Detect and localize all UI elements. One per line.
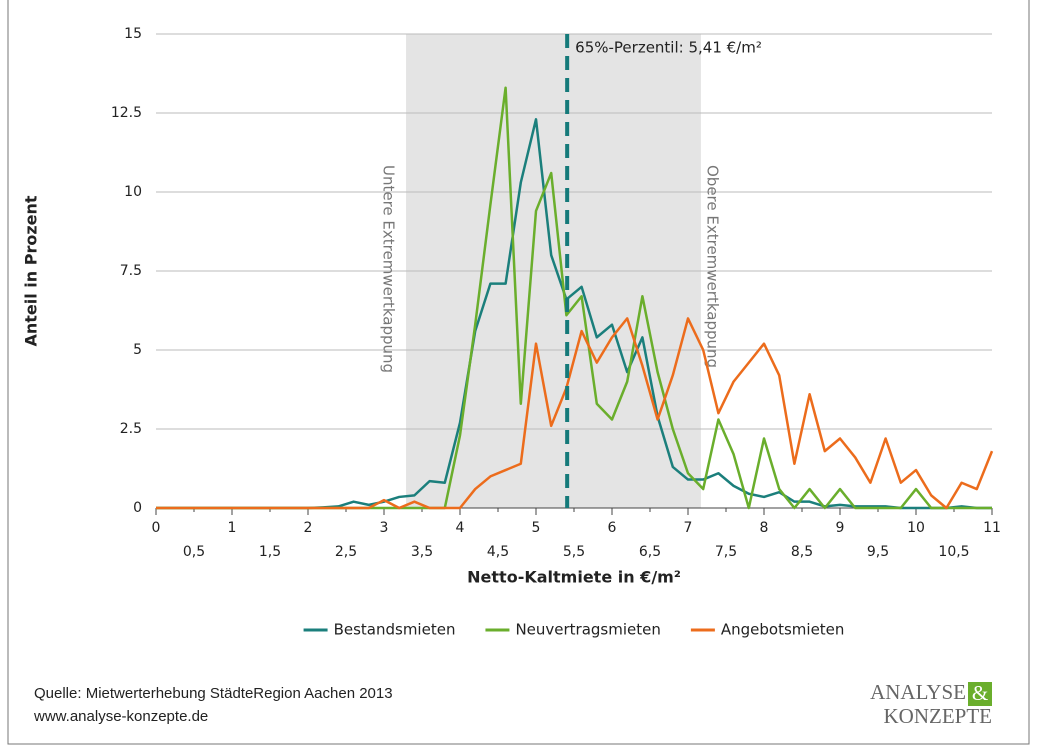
series-line — [156, 317, 994, 510]
x-tick-label: 4,5 — [487, 544, 509, 560]
x-tick-label: 10 — [907, 520, 925, 536]
legend-label: Neuvertragsmieten — [515, 621, 660, 639]
url: www.analyse-konzepte.de — [33, 708, 208, 725]
y-axis-title: Anteil in Prozent — [22, 195, 41, 346]
x-tick-label: 6,5 — [639, 544, 661, 560]
x-tick-label: 7,5 — [715, 544, 737, 560]
x-tick-label: 11 — [983, 520, 1001, 536]
legend: Bestandsmieten Neuvertragsmieten Angebotsm… — [303, 621, 845, 639]
logo-amp: & — [972, 681, 988, 705]
source: Quelle: Mietwerterhebung StädteRegion Aa… — [34, 685, 393, 702]
x-tick-label: 0,5 — [183, 544, 205, 560]
x-tick-label: 1,5 — [259, 544, 281, 560]
x-tick-label: 8 — [760, 520, 769, 536]
x-tick-label: 3,5 — [411, 544, 433, 560]
x-tick-label: 10,5 — [938, 544, 969, 560]
x-tick-label: 7 — [684, 520, 693, 536]
x-axis-title: Netto-Kaltmiete in €/m² — [467, 568, 681, 587]
x-tick-label: 6 — [608, 520, 617, 536]
y-tick-label: 7.5 — [120, 263, 142, 279]
logo-top: ANALYSE — [870, 680, 966, 704]
x-tick-label: 8,5 — [791, 544, 813, 560]
y-tick-label: 0 — [133, 500, 142, 516]
x-tick-label: 9,5 — [867, 544, 889, 560]
x-tick-label: 2 — [304, 520, 313, 536]
frame — [7, 0, 1030, 745]
logo-bottom: KONZEPTE — [884, 704, 993, 728]
y-tick-label: 12.5 — [111, 105, 142, 121]
x-tick-label: 5 — [532, 520, 541, 536]
logo-box — [968, 682, 992, 706]
x-tick-label: 9 — [836, 520, 845, 536]
legend-label: Bestandsmieten — [334, 621, 456, 639]
x-tick-label: 3 — [380, 520, 389, 536]
legend-label: Angebotsmieten — [721, 621, 845, 639]
x-tick-label: 2,5 — [335, 544, 357, 560]
y-tick-label: 10 — [124, 184, 142, 200]
y-tick-label: 5 — [133, 342, 142, 358]
percentile-label: 65%-Perzentil: 5,41 €/m² — [575, 39, 762, 57]
x-tick-label: 5,5 — [563, 544, 585, 560]
x-tick-label: 1 — [228, 520, 237, 536]
y-tick-label: 2.5 — [120, 421, 142, 437]
shade-label: Untere Extremwertkappung — [380, 165, 398, 373]
x-tick-label: 0 — [152, 520, 161, 536]
y-tick-label: 15 — [124, 26, 142, 42]
x-tick-label: 4 — [456, 520, 465, 536]
shade-label: Obere Extremwertkappung — [703, 165, 721, 368]
